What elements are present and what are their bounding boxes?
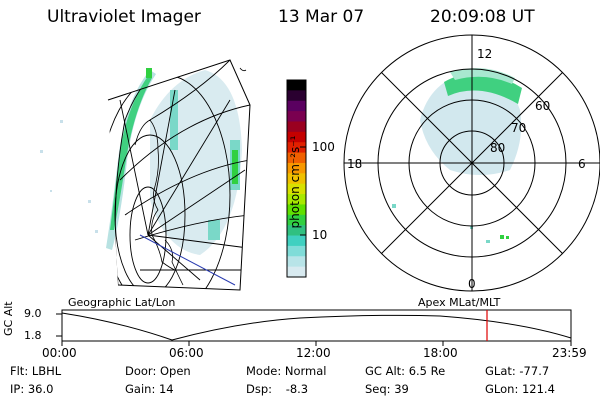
noise-pixel <box>40 150 43 153</box>
emission-patch <box>170 90 178 150</box>
x-tick-label: 12:00 <box>296 346 331 360</box>
noise-pixel <box>95 230 98 233</box>
colorbar-band <box>287 100 306 112</box>
latitude-line <box>124 159 250 216</box>
x-tick-label: 00:00 <box>42 346 77 360</box>
meridian <box>147 234 249 249</box>
emission-dot <box>392 204 396 208</box>
polar-plot <box>343 34 600 292</box>
mlt-label-0: 0 <box>468 277 476 291</box>
colorbar-tick-label: 100 <box>312 140 335 154</box>
date-label: 13 Mar 07 <box>278 7 365 27</box>
meridian <box>147 99 231 236</box>
status-glon: GLon: 121.4 <box>485 382 555 396</box>
colorbar-band <box>287 183 306 195</box>
emission-dot <box>500 235 504 239</box>
colorbar-band <box>287 131 306 143</box>
status-gc-alt: GC Alt: 6.5 Re <box>365 364 446 378</box>
left-panel-label: Geographic Lat/Lon <box>68 296 176 309</box>
colorbar <box>286 79 307 278</box>
timeline-frame <box>61 309 572 342</box>
instrument-title: Ultraviolet Imager <box>47 7 201 27</box>
noise-pixel <box>60 120 63 123</box>
right-panel-label: Apex MLat/MLT <box>418 296 501 309</box>
auroral-oval <box>444 73 522 104</box>
colorbar-band <box>287 225 306 237</box>
coastline <box>134 119 176 271</box>
colorbar-band <box>287 90 306 102</box>
colorbar-band <box>287 80 306 91</box>
status-gain: Gain: 14 <box>125 382 174 396</box>
emission-dot <box>486 240 490 243</box>
y-tick-label: 9.0 <box>24 307 42 320</box>
colorbar-tick-label: 10 <box>312 228 328 242</box>
status-filter: Flt: LBHL <box>10 364 62 378</box>
timeline-y-axis-label: GC Alt <box>2 301 15 336</box>
longitude-ring <box>129 186 167 284</box>
colorbar-band <box>287 121 306 133</box>
noise-pixel <box>88 200 91 203</box>
colorbar-band <box>287 245 306 257</box>
colorbar-unit-label: photon cm⁻²s⁻¹ <box>288 135 302 229</box>
lat-label-60: 60 <box>535 99 551 113</box>
emission-patch <box>208 220 220 240</box>
colorbar-band <box>287 214 306 226</box>
altitude-curve <box>61 312 572 341</box>
longitude-ring <box>114 134 186 290</box>
geographic-image <box>40 59 251 291</box>
auroral-oval-edge <box>450 68 515 84</box>
colorbar-band <box>287 142 306 154</box>
colorbar-band <box>287 173 306 185</box>
meridian <box>119 99 149 236</box>
x-tick-label: 18:00 <box>423 346 458 360</box>
status-seq: Seq: 39 <box>365 382 409 396</box>
colorbar-band <box>287 256 306 268</box>
emission-patch <box>232 150 238 184</box>
lat-label-80: 80 <box>490 141 506 155</box>
colorbar-band <box>287 235 306 247</box>
coastline <box>164 239 184 286</box>
colorbar-band <box>287 162 306 174</box>
x-tick-label: 23:59 <box>552 346 587 360</box>
emission-dot <box>506 236 509 239</box>
latitude-line <box>149 60 231 121</box>
mlt-label-18: 18 <box>347 157 363 171</box>
status-dsp: Dsp: -8.3 <box>246 382 309 396</box>
mlt-label-6: 6 <box>578 157 586 171</box>
projection-outline <box>107 59 251 291</box>
meridian <box>147 169 246 236</box>
lat-label-70: 70 <box>511 121 527 135</box>
status-door: Door: Open <box>125 364 191 378</box>
meridian <box>147 234 201 281</box>
mlt-label-12: 12 <box>477 47 493 61</box>
altitude-timeline <box>56 309 572 346</box>
diffuse-emission <box>420 72 522 175</box>
meridian <box>147 89 176 236</box>
status-ip: IP: 36.0 <box>10 382 54 396</box>
colorbar-band <box>287 266 306 278</box>
colorbar-band <box>287 204 306 216</box>
colorbar-band <box>287 111 306 123</box>
colorbar-band <box>287 152 306 164</box>
emission-patch <box>146 68 152 78</box>
noise-pixel <box>50 190 52 192</box>
coastline <box>239 67 247 72</box>
mlt-line <box>381 72 563 254</box>
time-label: 20:09:08 UT <box>430 7 535 27</box>
auroral-arc-core <box>110 76 152 230</box>
y-tick-label: 1.8 <box>24 329 42 342</box>
status-glat: GLat: -77.7 <box>485 364 550 378</box>
colorbar-band <box>287 194 306 206</box>
terminator-line <box>139 234 236 286</box>
colorbar-frame <box>286 79 307 278</box>
status-mode: Mode: Normal <box>246 364 327 378</box>
x-tick-label: 06:00 <box>169 346 204 360</box>
